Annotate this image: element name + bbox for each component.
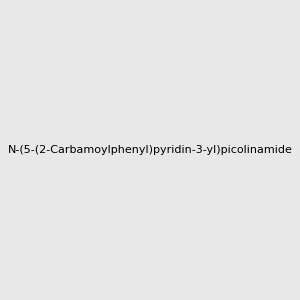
Text: N-(5-(2-Carbamoylphenyl)pyridin-3-yl)picolinamide: N-(5-(2-Carbamoylphenyl)pyridin-3-yl)pic… xyxy=(8,145,292,155)
